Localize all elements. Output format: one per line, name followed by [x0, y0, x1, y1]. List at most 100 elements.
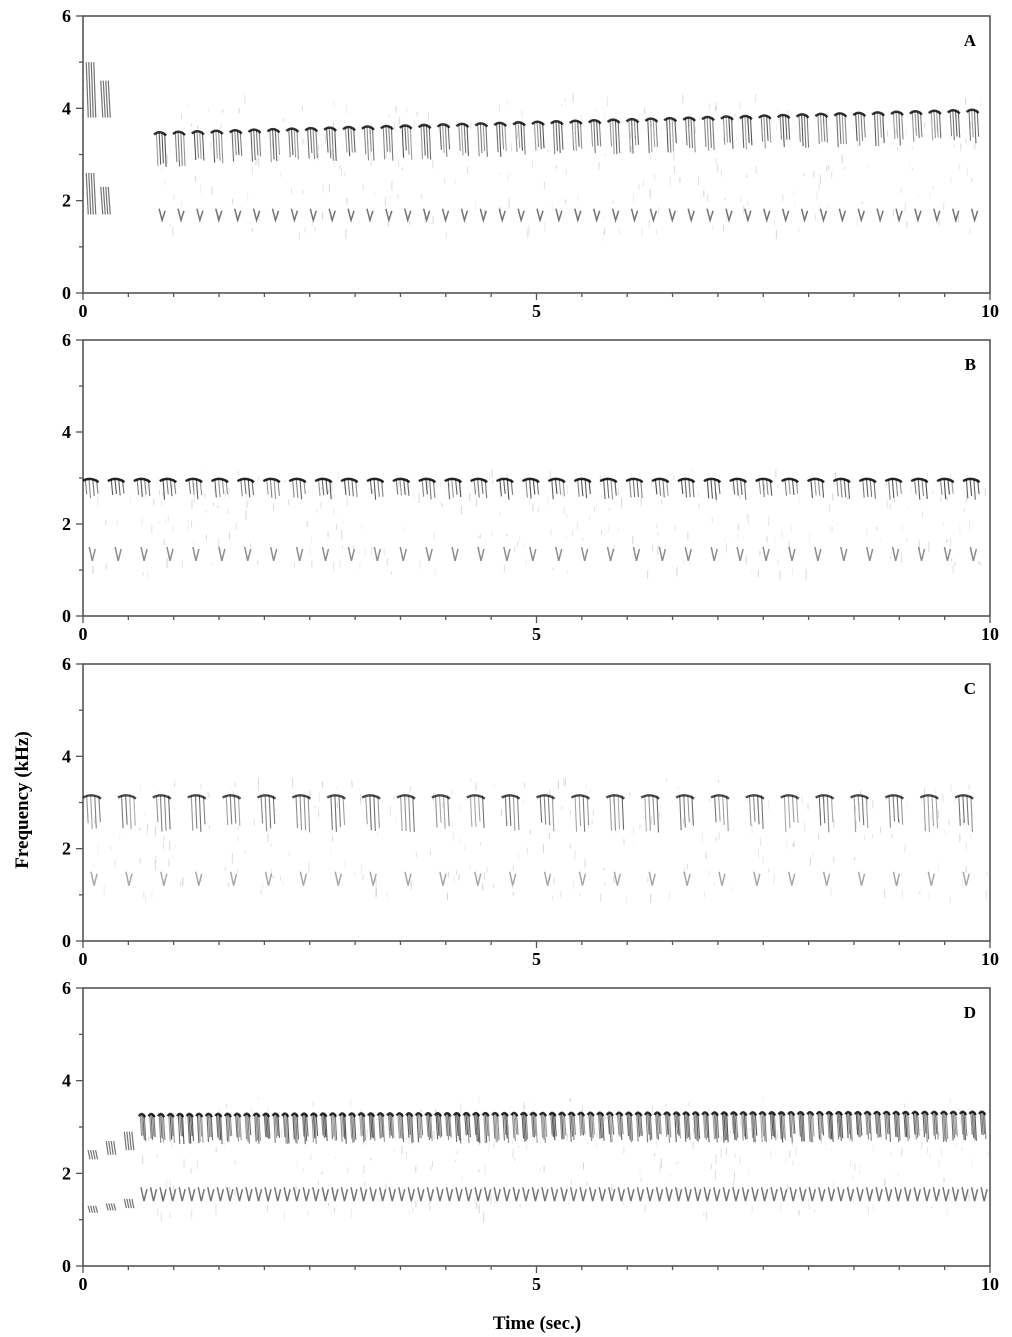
- trill-syllable-d-52: [634, 1111, 643, 1142]
- harmonic-mark-c-14: [578, 871, 587, 886]
- harmonic-mark-d-78: [884, 1187, 893, 1202]
- harmonic-mark-d-80: [904, 1187, 912, 1202]
- harmonic-mark-b-20: [606, 546, 615, 561]
- harmonic-mark-d-7: [207, 1187, 215, 1202]
- harmonic-mark-b-29: [840, 546, 848, 561]
- harmonic-mark-a-2: [196, 208, 204, 224]
- x-tick-label-d-10: 10: [981, 1274, 999, 1294]
- trill-syllable-a-27: [663, 116, 678, 153]
- trill-syllable-d-22: [347, 1112, 357, 1143]
- trill-syllable-d-67: [777, 1111, 786, 1143]
- trill-syllable-c-24: [919, 794, 939, 833]
- harmonic-mark-a-9: [328, 208, 336, 224]
- trill-syllable-c-5: [256, 794, 277, 832]
- trill-syllable-d-83: [930, 1110, 939, 1140]
- intro-note-a-0: [85, 62, 97, 118]
- harmonic-mark-d-35: [474, 1187, 482, 1202]
- trill-syllable-a-25: [625, 117, 640, 154]
- harmonic-mark-c-10: [439, 871, 447, 886]
- y-tick-label-a-4: 4: [62, 98, 71, 118]
- trill-syllable-a-13: [398, 124, 413, 160]
- harmonic-mark-a-26: [649, 208, 658, 224]
- y-tick-label-b-4: 4: [62, 422, 71, 442]
- harmonic-mark-a-20: [536, 208, 544, 224]
- harmonic-mark-a-16: [460, 208, 469, 224]
- harmonic-mark-d-46: [579, 1187, 587, 1202]
- trill-syllable-b-16: [495, 477, 514, 500]
- intro-note-a-2: [85, 172, 97, 215]
- harmonic-mark-c-7: [334, 871, 342, 886]
- trill-syllable-d-71: [815, 1110, 825, 1141]
- harmonic-mark-c-1: [125, 871, 133, 886]
- trill-syllable-b-17: [521, 477, 540, 499]
- trill-syllable-d-39: [510, 1111, 519, 1142]
- harmonic-mark-d-1: [149, 1187, 158, 1202]
- harmonic-mark-d-14: [273, 1187, 282, 1202]
- harmonic-mark-d-68: [789, 1187, 797, 1202]
- trill-syllable-b-26: [755, 477, 774, 498]
- harmonic-mark-d-82: [923, 1187, 931, 1202]
- harmonic-mark-a-28: [687, 208, 695, 224]
- y-tick-label-a-0: 0: [62, 283, 71, 303]
- trill-syllable-b-32: [910, 477, 929, 500]
- trill-syllable-d-54: [653, 1111, 662, 1141]
- trill-syllable-d-45: [567, 1111, 576, 1142]
- harmonic-mark-d-75: [856, 1187, 864, 1202]
- harmonic-mark-d-18: [312, 1187, 320, 1202]
- trill-syllable-d-65: [758, 1111, 767, 1143]
- trill-syllable-a-34: [795, 113, 810, 149]
- trill-syllable-d-1: [147, 1112, 156, 1140]
- harmonic-mark-d-36: [483, 1187, 492, 1202]
- harmonic-mark-c-19: [753, 871, 761, 886]
- y-tick-label-d-2: 2: [62, 1163, 71, 1183]
- harmonic-mark-b-5: [218, 546, 226, 561]
- trill-syllable-c-1: [117, 794, 137, 830]
- trill-syllable-d-46: [577, 1111, 586, 1137]
- intro-note-d-2: [123, 1131, 135, 1151]
- harmonic-mark-d-4: [178, 1187, 186, 1202]
- intro-note-d-5: [123, 1198, 135, 1209]
- trill-syllable-a-14: [417, 123, 432, 160]
- trill-syllable-b-5: [210, 477, 229, 498]
- harmonic-mark-d-45: [569, 1187, 578, 1202]
- trill-syllable-a-19: [512, 121, 527, 155]
- trill-syllable-d-27: [395, 1112, 405, 1143]
- trill-syllable-b-23: [677, 477, 696, 498]
- trill-syllable-d-56: [672, 1111, 681, 1143]
- harmonic-mark-b-11: [373, 546, 382, 561]
- harmonic-mark-a-33: [781, 208, 790, 224]
- trill-syllable-b-27: [781, 477, 799, 496]
- intro-note-d-3: [87, 1205, 99, 1213]
- harmonic-mark-c-21: [822, 871, 831, 886]
- harmonic-mark-b-25: [736, 546, 744, 561]
- x-tick-label-b-0: 0: [79, 624, 88, 644]
- trill-syllable-b-12: [392, 477, 411, 496]
- harmonic-mark-d-47: [588, 1187, 597, 1202]
- trill-syllable-d-86: [958, 1110, 968, 1141]
- harmonic-mark-d-57: [684, 1187, 692, 1202]
- harmonic-mark-d-69: [798, 1187, 807, 1202]
- trill-syllable-d-19: [319, 1112, 328, 1142]
- harmonic-mark-d-87: [970, 1187, 979, 1202]
- harmonic-mark-d-53: [646, 1187, 654, 1202]
- harmonic-mark-d-5: [187, 1187, 196, 1202]
- trill-syllable-a-12: [380, 124, 394, 161]
- trill-syllable-b-0: [83, 477, 100, 499]
- harmonic-mark-c-8: [369, 871, 377, 886]
- trill-syllable-c-17: [675, 794, 695, 831]
- harmonic-mark-c-18: [718, 871, 726, 886]
- harmonic-mark-a-27: [668, 208, 676, 224]
- trill-syllable-d-87: [968, 1110, 977, 1141]
- trill-syllable-d-48: [596, 1111, 605, 1141]
- harmonic-mark-d-59: [703, 1187, 711, 1202]
- harmonic-mark-b-23: [684, 546, 693, 561]
- harmonic-mark-d-72: [827, 1187, 836, 1202]
- x-tick-label-c-5: 5: [532, 949, 541, 969]
- trill-syllable-a-11: [361, 125, 375, 161]
- trill-syllable-c-9: [396, 794, 416, 832]
- harmonic-mark-d-17: [302, 1187, 310, 1202]
- harmonic-mark-a-23: [592, 208, 601, 224]
- trill-syllable-b-2: [133, 477, 152, 497]
